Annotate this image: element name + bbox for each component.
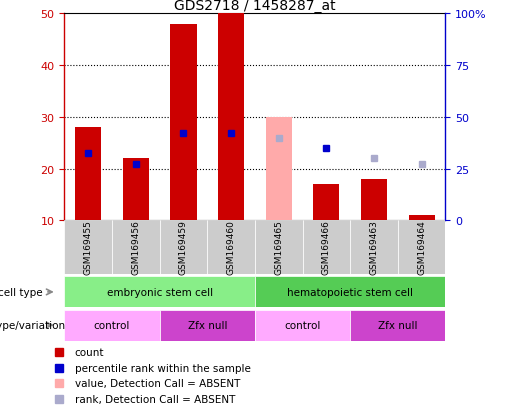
Text: GSM169463: GSM169463 <box>370 219 379 274</box>
Bar <box>160 310 255 341</box>
Bar <box>75 128 101 221</box>
Text: GSM169456: GSM169456 <box>131 219 140 274</box>
Text: genotype/variation: genotype/variation <box>0 320 65 330</box>
Bar <box>170 25 197 221</box>
Text: embryonic stem cell: embryonic stem cell <box>107 287 213 297</box>
Text: count: count <box>75 347 104 357</box>
Text: GSM169459: GSM169459 <box>179 219 188 274</box>
Text: GSM169455: GSM169455 <box>84 219 93 274</box>
Text: cell type: cell type <box>0 287 43 297</box>
Bar <box>112 221 160 275</box>
Bar <box>123 159 149 221</box>
Bar <box>64 310 160 341</box>
Bar <box>218 14 244 221</box>
Bar <box>64 221 112 275</box>
Text: Zfx null: Zfx null <box>187 320 227 330</box>
Bar <box>350 221 398 275</box>
Title: GDS2718 / 1458287_at: GDS2718 / 1458287_at <box>174 0 336 14</box>
Text: control: control <box>284 320 321 330</box>
Text: GSM169465: GSM169465 <box>274 219 283 274</box>
Text: control: control <box>94 320 130 330</box>
Bar <box>207 221 255 275</box>
Bar <box>255 277 445 308</box>
Bar <box>398 221 445 275</box>
Text: value, Detection Call = ABSENT: value, Detection Call = ABSENT <box>75 378 240 388</box>
Text: percentile rank within the sample: percentile rank within the sample <box>75 363 251 373</box>
Bar <box>255 221 303 275</box>
Text: GSM169460: GSM169460 <box>227 219 235 274</box>
Text: hematopoietic stem cell: hematopoietic stem cell <box>287 287 413 297</box>
Text: GSM169466: GSM169466 <box>322 219 331 274</box>
Bar <box>313 185 339 221</box>
Text: Zfx null: Zfx null <box>378 320 418 330</box>
Text: rank, Detection Call = ABSENT: rank, Detection Call = ABSENT <box>75 394 235 404</box>
Text: GSM169464: GSM169464 <box>417 219 426 274</box>
Bar <box>160 221 207 275</box>
Bar <box>361 180 387 221</box>
Bar <box>64 277 255 308</box>
Bar <box>408 216 435 221</box>
Bar <box>255 310 350 341</box>
Bar <box>266 118 292 221</box>
Bar <box>303 221 350 275</box>
Bar <box>350 310 445 341</box>
